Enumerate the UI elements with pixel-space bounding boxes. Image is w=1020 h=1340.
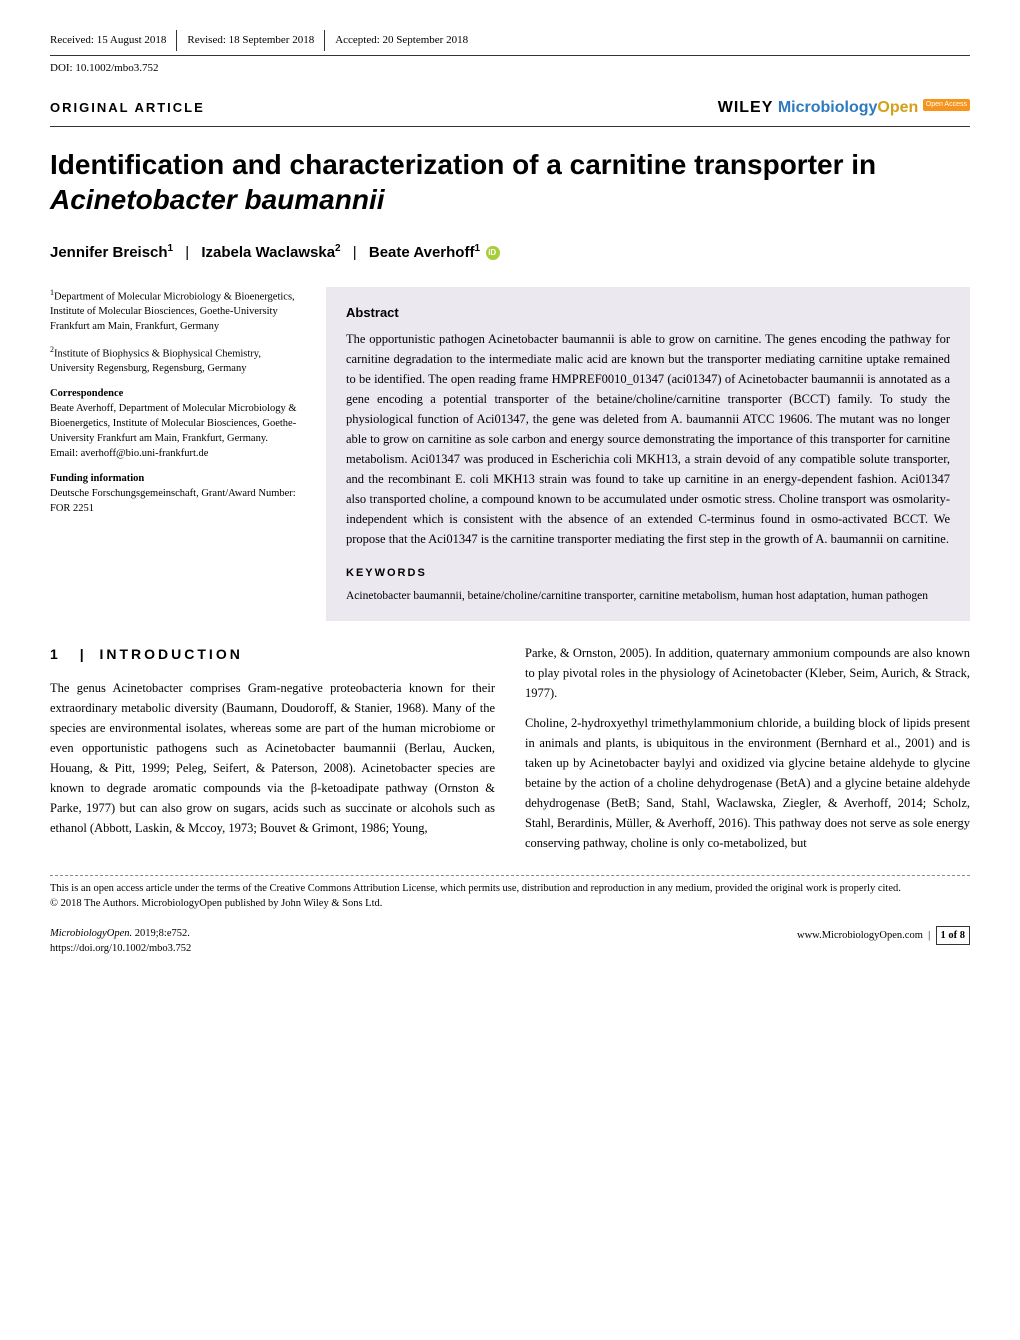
correspondence-label: Correspondence [50,388,123,399]
affiliation-1: 1Department of Molecular Microbiology & … [50,287,300,335]
footer-citation-journal: MicrobiologyOpen. [50,928,132,939]
abstract-box: Abstract The opportunistic pathogen Acin… [326,287,970,622]
aff1-text: Department of Molecular Microbiology & B… [50,291,295,332]
intro-col-left: 1 | INTRODUCTION The genus Acinetobacter… [50,643,495,853]
title-species: Acinetobacter baumannii [50,184,385,215]
keywords-heading: KEYWORDS [346,565,950,583]
license-block: This is an open access article under the… [50,875,970,911]
meta-abstract-row: 1Department of Molecular Microbiology & … [50,287,970,622]
author-1: Jennifer Breisch [50,244,168,261]
author-3: Beate Averhoff [369,244,475,261]
author-list: Jennifer Breisch1 | Izabela Waclawska2 |… [50,241,970,265]
keywords-text: Acinetobacter baumannii, betaine/choline… [346,587,950,605]
author-1-affil: 1 [168,243,174,254]
funding-text: Deutsche Forschungsgemeinschaft, Grant/A… [50,488,296,514]
page-footer: MicrobiologyOpen. 2019;8:e752. https://d… [50,926,970,958]
footer-sep: | [928,930,930,941]
funding-label: Funding information [50,473,144,484]
affiliations-sidebar: 1Department of Molecular Microbiology & … [50,287,300,622]
affiliation-2: 2Institute of Biophysics & Biophysical C… [50,344,300,377]
journal-name-prefix: Microbiology [778,99,878,116]
author-2-affil: 2 [335,243,341,254]
correspondence-text: Beate Averhoff, Department of Molecular … [50,403,297,444]
wiley-logo: WILEY [718,99,774,116]
article-type: ORIGINAL ARTICLE [50,98,205,118]
correspondence-email: Email: averhoff@bio.uni-frankfurt.de [50,448,208,459]
author-sep: | [185,244,189,261]
footer-citation-rest: 2019;8:e752. [132,928,190,939]
open-access-badge: Open Access [923,99,970,112]
orcid-icon[interactable] [486,246,500,260]
accepted-date: Accepted: 20 September 2018 [335,30,478,51]
abstract-text: The opportunistic pathogen Acinetobacter… [346,329,950,549]
doi: DOI: 10.1002/mbo3.752 [50,60,970,77]
section-title: INTRODUCTION [100,646,243,662]
intro-para-3: Choline, 2-hydroxyethyl trimethylammoniu… [525,713,970,853]
page-number: 1 of 8 [936,926,971,946]
footer-left: MicrobiologyOpen. 2019;8:e752. https://d… [50,926,191,958]
intro-para-1: The genus Acinetobacter comprises Gram-n… [50,678,495,838]
section-number: 1 [50,646,61,662]
license-text: This is an open access article under the… [50,882,970,897]
intro-col-right: Parke, & Ornston, 2005). In addition, qu… [525,643,970,853]
footer-doi-url: https://doi.org/10.1002/mbo3.752 [50,943,191,954]
footer-right: www.MicrobiologyOpen.com | 1 of 8 [797,926,970,958]
intro-para-2: Parke, & Ornston, 2005). In addition, qu… [525,643,970,703]
article-title: Identification and characterization of a… [50,147,970,217]
aff2-text: Institute of Biophysics & Biophysical Ch… [50,348,261,374]
funding: Funding information Deutsche Forschungsge… [50,471,300,517]
journal-brand: WILEY MicrobiologyOpen Open Access [718,96,970,120]
intro-columns: 1 | INTRODUCTION The genus Acinetobacter… [50,643,970,853]
abstract-heading: Abstract [346,303,950,324]
title-text: Identification and characterization of a… [50,149,876,180]
article-type-row: ORIGINAL ARTICLE WILEY MicrobiologyOpen … [50,96,970,127]
footer-url: www.MicrobiologyOpen.com [797,930,923,941]
receipt-dates: Received: 15 August 2018 Revised: 18 Sep… [50,30,970,56]
author-3-affil: 1 [474,243,480,254]
author-2: Izabela Waclawska [201,244,335,261]
journal-name-suffix: Open [877,99,918,116]
received-date: Received: 15 August 2018 [50,30,177,51]
correspondence: Correspondence Beate Averhoff, Department… [50,386,300,462]
revised-date: Revised: 18 September 2018 [187,30,325,51]
author-sep: | [353,244,357,261]
section-bar: | [80,646,87,662]
section-heading: 1 | INTRODUCTION [50,643,495,665]
copyright-text: © 2018 The Authors. MicrobiologyOpen pub… [50,897,970,912]
